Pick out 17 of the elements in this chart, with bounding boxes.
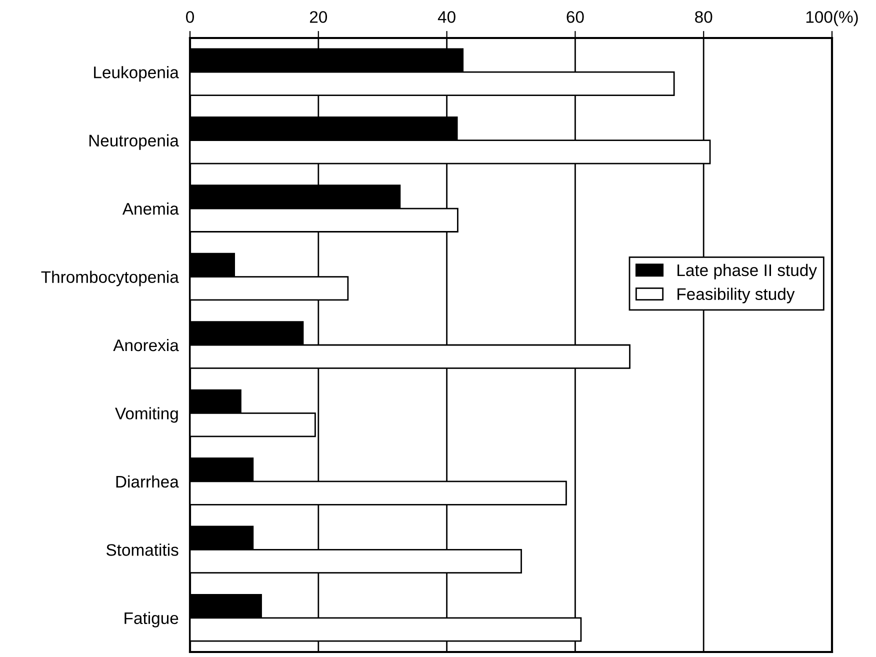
y-tick-label: Neutropenia <box>89 134 179 150</box>
x-tick-label: 20 <box>310 11 328 23</box>
x-tick-label: 60 <box>566 11 584 23</box>
legend-label: Feasibility study <box>678 288 795 304</box>
y-tick-label: Thrombocytopenia <box>41 270 179 286</box>
x-tick-label: 80 <box>695 11 712 23</box>
y-tick-label: Fatigue <box>124 612 178 628</box>
y-tick-label: Diarrhea <box>116 475 179 488</box>
y-tick-label: Anemia <box>122 202 179 215</box>
y-tick-label: Anorexia <box>113 338 179 352</box>
x-tick-label: 40 <box>438 11 456 23</box>
y-tick-label: Leukopenia <box>94 66 179 82</box>
legend-label: Late phase II study <box>678 264 817 280</box>
y-tick-label: Stomatitis <box>106 544 178 556</box>
x-tick-label: 100(%) <box>806 10 858 26</box>
x-tick-label: 0 <box>186 11 194 23</box>
y-tick-label: Vomiting <box>115 407 178 423</box>
